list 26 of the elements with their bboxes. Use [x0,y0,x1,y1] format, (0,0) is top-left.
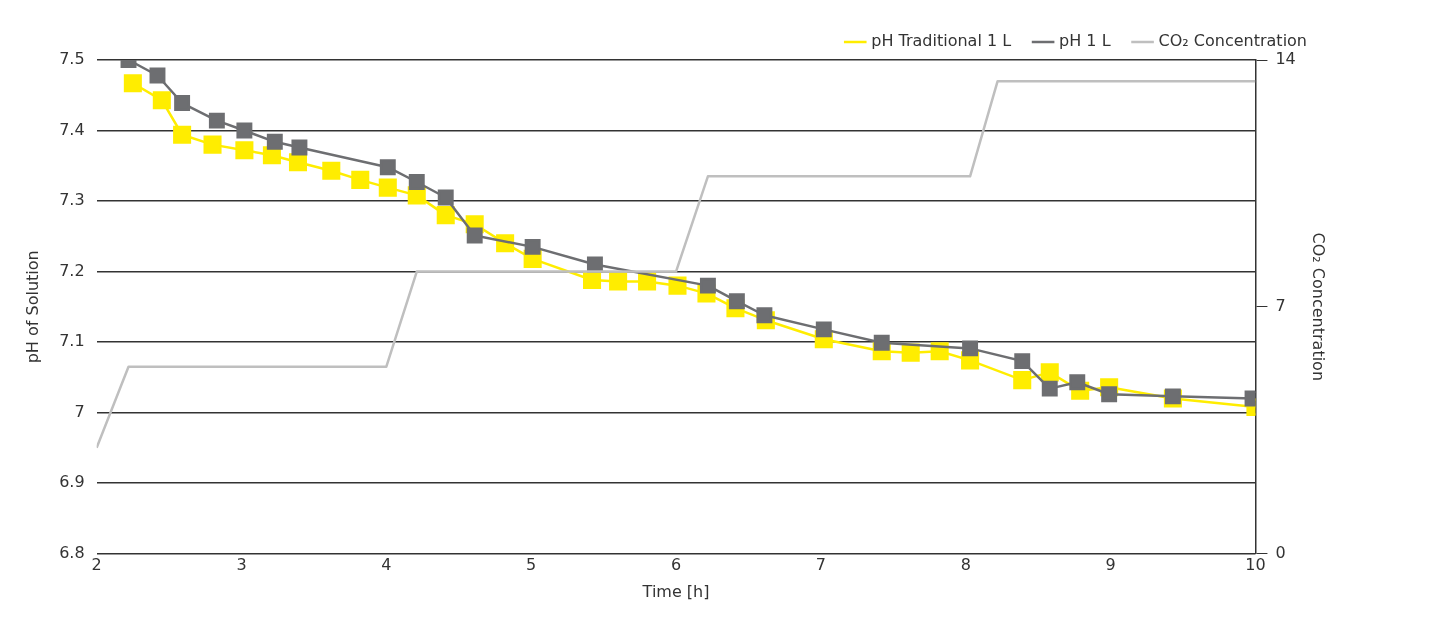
x-tick-label: 2 [91,555,102,575]
y-tick-label: 7.3 [59,190,85,210]
x-tick-label: 7 [815,555,826,575]
x-tick-label: 6 [670,555,682,575]
legend-label: pH 1 L [1059,31,1111,51]
y-tick-label: 6.9 [59,472,85,492]
x-tick-label: 8 [960,555,971,575]
x-tick-label: 3 [236,555,247,575]
x-tick-label: 5 [526,555,537,575]
y2-axis-title: CO₂ Concentration [1309,232,1329,382]
x-tick-label: 4 [381,555,392,575]
x-tick-label: 10 [1245,555,1266,575]
y2-tick-label: 7 [1275,295,1286,315]
y2-tick-label: 0 [1275,542,1286,562]
y-tick-label: 7.5 [59,49,85,69]
legend-label: pH Traditional 1 L [871,31,1012,51]
y2-tick-label: 14 [1275,49,1296,69]
y-axis-title: pH of Solution [22,250,42,364]
y-tick-label: 7.4 [59,119,85,139]
y-tick-label: 7.1 [59,331,85,351]
legend-label: CO₂ Concentration [1158,31,1307,51]
y-tick-label: 7 [74,401,85,421]
y-tick-label: 7.2 [59,260,85,280]
x-tick-label: 9 [1105,555,1116,575]
x-axis-title: Time [h] [641,581,710,601]
y-tick-label: 6.8 [59,542,85,562]
